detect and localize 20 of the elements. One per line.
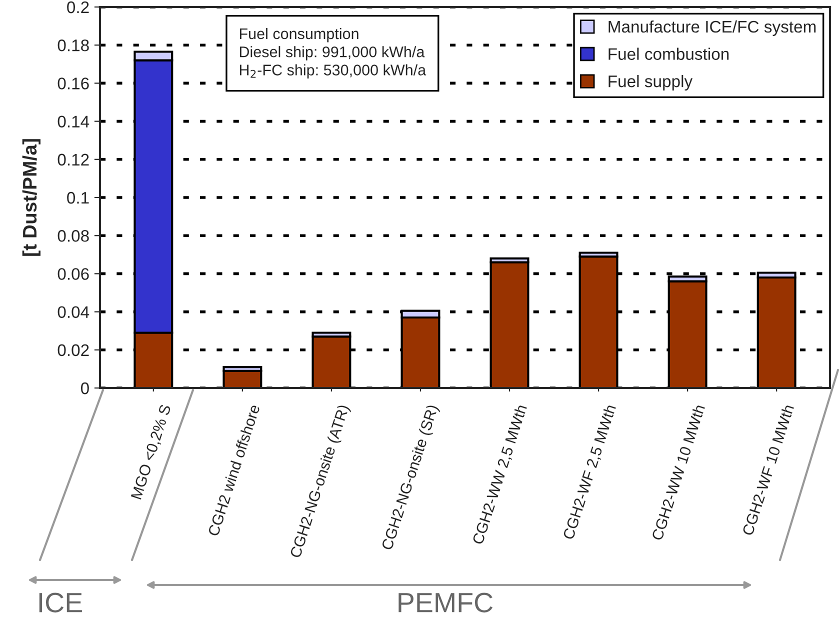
annotation: Fuel consumption Diesel ship: 991,000 kWh/a H$_{2}$-FC ship: 530,000 kWh/a — [240, 28, 426, 78]
y-tick-label: 0.14 — [58, 116, 90, 128]
y-tick-label: 0.02 — [58, 344, 89, 356]
text: PEMFC — [398, 592, 493, 612]
legend-label: Fuel combustion — [608, 48, 729, 60]
y-tick-label: 0.1 — [67, 192, 89, 204]
x-tick-label: MGO <0,2% S — [130, 404, 173, 500]
y-tick-label: 0.18 — [58, 40, 89, 52]
x-tick-label: CGH2 wind offshore — [207, 404, 260, 537]
y-tick-label: 0.12 — [58, 154, 89, 166]
y-tick-label: 0.04 — [58, 306, 90, 318]
y-tick-label: 0.2 — [67, 1, 89, 14]
y-tick-label: 0 — [80, 382, 89, 394]
text: ICE — [39, 592, 82, 612]
y-tick-label: 0.06 — [58, 268, 89, 280]
legend-label: Fuel supply — [608, 75, 693, 91]
y-tick-label: 0.16 — [58, 78, 89, 90]
y-tick-label: 0.08 — [58, 230, 89, 242]
legend-label: Manufacture ICE/FC system — [608, 20, 816, 36]
y-axis-title: [t Dust/PM/a] — [22, 139, 40, 256]
